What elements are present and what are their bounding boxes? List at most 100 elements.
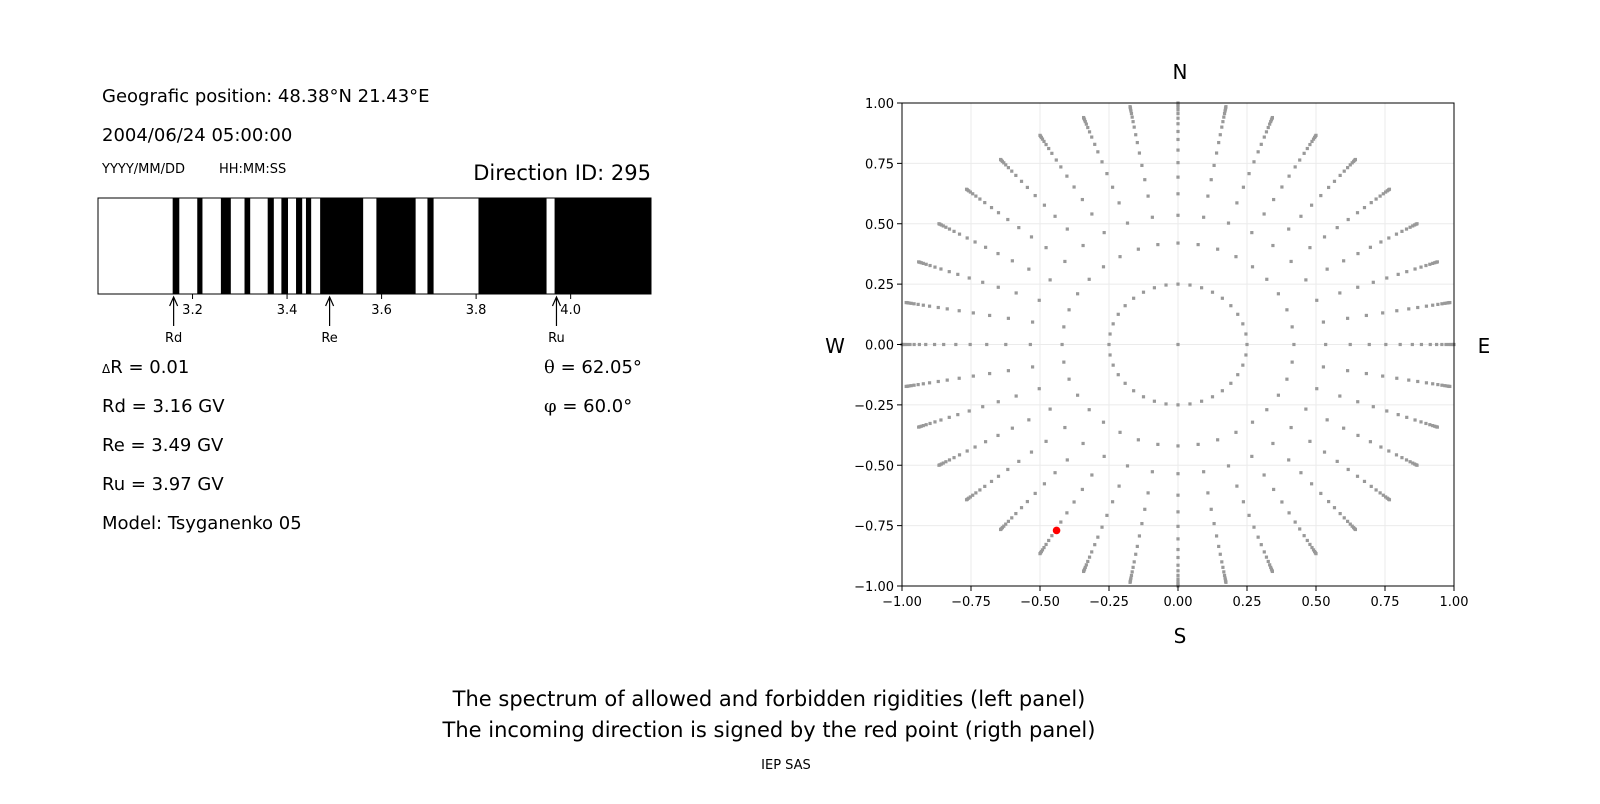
phi-symbol: φ	[544, 396, 557, 417]
direction-point	[1302, 534, 1306, 538]
direction-point	[1014, 173, 1018, 178]
direction-point	[1348, 522, 1352, 526]
direction-point	[1030, 365, 1035, 369]
direction-point	[1424, 304, 1429, 308]
direction-point	[942, 342, 946, 347]
direction-point	[1123, 381, 1127, 385]
direction-point	[996, 211, 1001, 215]
direction-point	[1321, 365, 1326, 369]
direction-point	[1387, 236, 1391, 240]
x-tick-label: 4.0	[560, 303, 581, 318]
direction-point	[1037, 298, 1041, 302]
direction-point	[1266, 125, 1270, 130]
direction-point	[1280, 500, 1284, 504]
direction-point	[1404, 458, 1409, 462]
direction-point	[1290, 360, 1294, 364]
direction-point	[1214, 534, 1219, 538]
direction-point	[1010, 259, 1014, 263]
direction-point	[1241, 363, 1245, 367]
direction-point	[1004, 163, 1008, 167]
direction-point	[1062, 360, 1066, 364]
direction-point	[912, 302, 916, 306]
direction-point	[912, 342, 916, 347]
direction-point	[1004, 342, 1008, 347]
direction-point	[1107, 342, 1111, 347]
direction-point	[1287, 458, 1291, 462]
direction-point	[1293, 165, 1297, 169]
direction-point	[1299, 471, 1303, 475]
direction-point	[1369, 484, 1373, 488]
forbidden-band	[172, 198, 180, 294]
direction-point	[1266, 559, 1270, 564]
direction-point	[1014, 291, 1018, 295]
direction-point	[1262, 212, 1266, 216]
direction-point	[1063, 425, 1067, 430]
direction-point	[1083, 120, 1087, 124]
direction-point	[932, 342, 937, 347]
direction-point	[1042, 545, 1046, 550]
direction-point	[1176, 342, 1180, 347]
forbidden-band	[376, 198, 416, 294]
direction-point	[1308, 246, 1312, 250]
direction-point	[1381, 192, 1385, 196]
forbidden-band	[296, 198, 303, 294]
direction-point	[1117, 484, 1121, 488]
direction-point	[952, 456, 956, 460]
direction-point	[1040, 137, 1045, 141]
direction-point	[1129, 573, 1134, 578]
direction-point	[1315, 387, 1319, 391]
direction-point	[1206, 491, 1210, 495]
compass-south: S	[1174, 624, 1187, 648]
direction-point	[957, 309, 961, 313]
direction-point	[1141, 395, 1146, 399]
arrow-head-icon	[551, 295, 562, 307]
direction-point	[1355, 211, 1360, 215]
direction-point	[1101, 420, 1106, 424]
direction-point	[1176, 175, 1180, 179]
direction-point	[1065, 458, 1069, 462]
direction-point	[1087, 408, 1091, 412]
direction-point	[1285, 308, 1289, 312]
direction-point	[1111, 322, 1115, 326]
direction-point	[1308, 542, 1312, 547]
direction-point	[1176, 524, 1180, 528]
direction-point	[947, 458, 952, 462]
direction-point	[1130, 115, 1134, 119]
direction-point	[1428, 262, 1432, 266]
direction-point	[1014, 511, 1018, 516]
direction-point	[1234, 255, 1238, 259]
direction-point	[1102, 231, 1106, 235]
direction-point	[1287, 174, 1291, 178]
direction-point	[1387, 498, 1392, 502]
direction-point	[1176, 569, 1180, 573]
direction-point	[1130, 570, 1134, 574]
direction-point	[921, 261, 925, 265]
direction-point	[1072, 500, 1076, 504]
direction-point	[1398, 342, 1402, 347]
direction-point	[1285, 377, 1289, 381]
time-format-label: HH:MM:SS	[219, 162, 286, 177]
direction-point	[1431, 382, 1435, 386]
direction-point	[904, 300, 908, 305]
direction-point	[1234, 430, 1238, 434]
direction-point	[1067, 308, 1071, 312]
direction-point	[1152, 399, 1157, 403]
x-tick-label: 3.2	[182, 303, 203, 318]
arrow-head-icon	[325, 295, 335, 307]
direction-point	[1065, 227, 1069, 231]
direction-point	[1176, 537, 1180, 541]
direction-point	[1241, 500, 1246, 504]
direction-point	[1209, 507, 1213, 511]
direction-point	[1272, 197, 1276, 202]
direction-point	[1132, 389, 1136, 393]
direction-point	[1252, 525, 1256, 529]
direction-point	[903, 342, 907, 347]
delta-symbol: Δ	[102, 362, 111, 376]
direction-point	[1272, 487, 1276, 492]
direction-point	[1396, 272, 1400, 276]
direction-point	[1268, 563, 1272, 567]
direction-point	[1108, 353, 1112, 357]
direction-point	[1062, 325, 1066, 329]
direction-point	[1287, 511, 1291, 515]
direction-point	[1335, 459, 1339, 463]
